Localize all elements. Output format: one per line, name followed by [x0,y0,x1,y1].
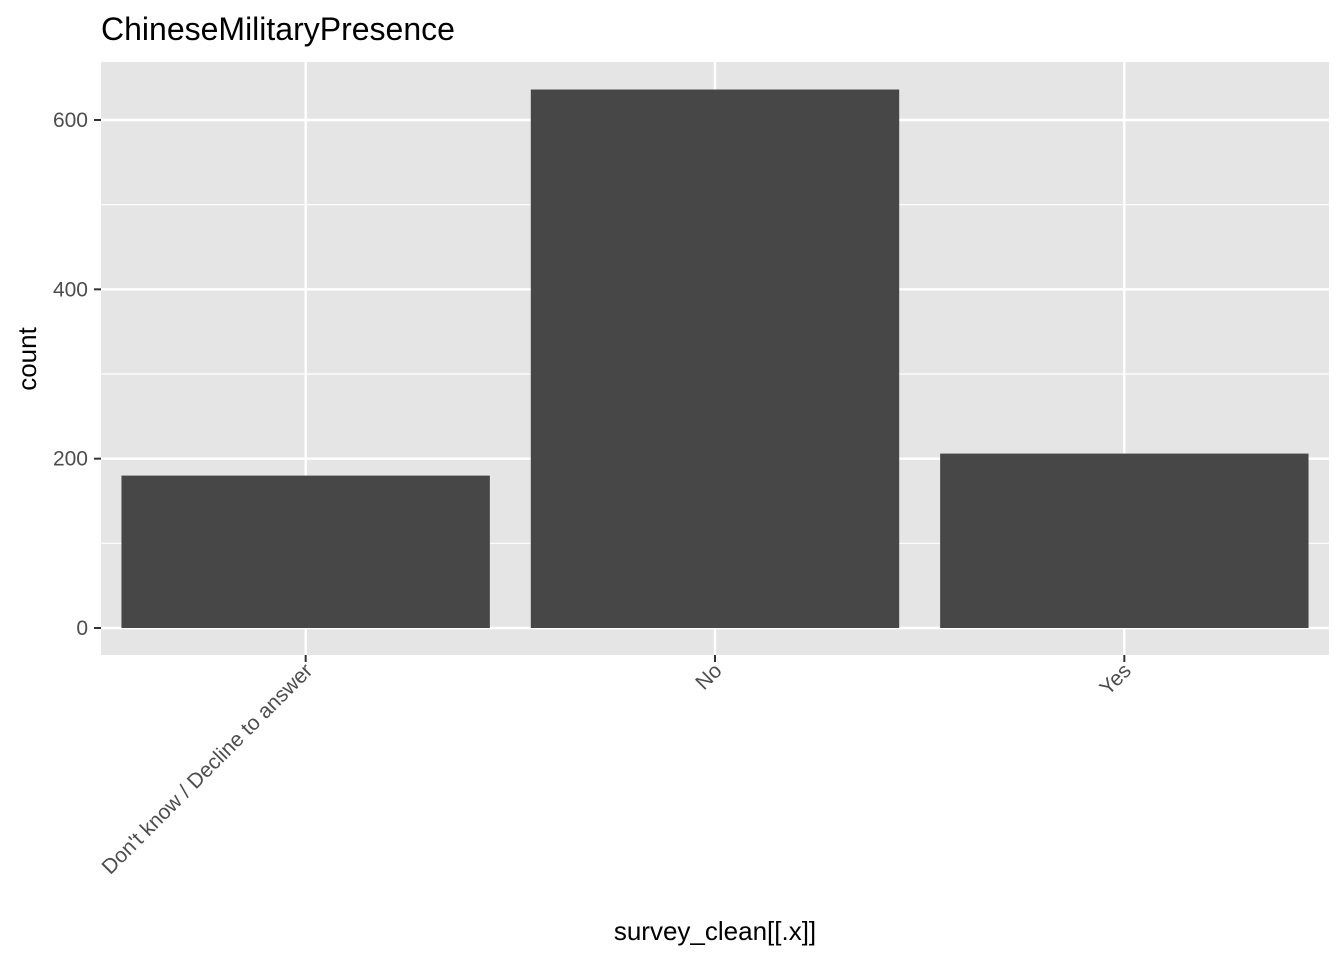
y-tick-label: 600 [53,109,88,132]
y-axis-title: count [12,326,42,390]
x-tick-label: No [691,659,726,694]
x-tick-label: Don't know / Decline to answer [98,659,318,879]
chart-title: ChineseMilitaryPresence [101,11,455,47]
y-tick-label: 400 [53,278,88,301]
bar-2 [940,453,1309,628]
bars [121,89,1309,628]
y-tick-label: 200 [53,448,88,471]
x-axis-title: survey_clean[[.x]] [614,916,816,946]
bar-1 [530,89,900,628]
bar-0 [121,475,490,628]
y-tick-label: 0 [76,617,88,640]
x-tick-label: Yes [1095,659,1135,699]
